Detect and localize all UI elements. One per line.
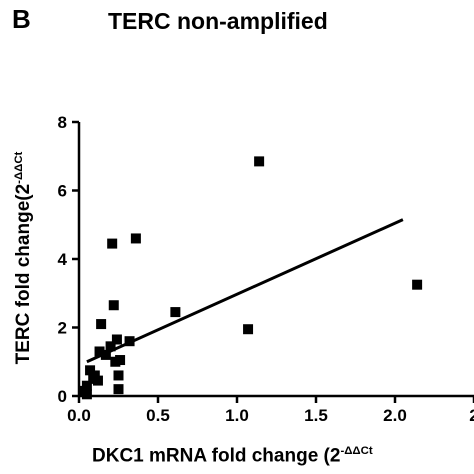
y-axis-label: TERC fold change(2-ΔΔCt	[13, 152, 35, 365]
data-point	[85, 365, 96, 376]
data-point	[254, 156, 265, 167]
data-point	[100, 349, 111, 360]
data-point	[81, 380, 92, 391]
fit-line-group	[86, 218, 404, 364]
x-tick-label: 0.5	[146, 406, 170, 425]
x-axis-label-main: DKC1 mRNA fold change (2	[92, 445, 341, 467]
data-point	[170, 307, 181, 318]
x-tick-label: 1.0	[225, 406, 249, 425]
data-point	[92, 375, 103, 386]
data-point	[107, 238, 118, 249]
y-tick-label: 4	[58, 250, 68, 269]
data-point	[108, 300, 119, 311]
data-point	[124, 336, 135, 347]
y-tick-label: 6	[58, 182, 67, 201]
regression-line	[86, 218, 404, 364]
y-axis-label-main: TERC fold change(2	[13, 183, 35, 365]
y-axis-label-superscript: -ΔΔCt	[12, 151, 25, 184]
data-point	[243, 324, 254, 335]
data-point	[105, 341, 116, 352]
chart-title: TERC non-amplified	[108, 8, 328, 34]
data-point	[111, 334, 122, 345]
x-tick-label: 2	[469, 406, 474, 425]
data-point	[115, 355, 126, 366]
x-tick-label: 1.5	[304, 406, 328, 425]
data-point	[130, 233, 141, 244]
panel-label: B	[12, 4, 31, 34]
data-point	[81, 389, 92, 400]
x-axis-label: DKC1 mRNA fold change (2-ΔΔCt	[92, 445, 373, 467]
data-point	[94, 346, 105, 357]
x-tick-label: 2.0	[383, 406, 407, 425]
y-tick-label: 2	[58, 319, 67, 338]
data-point	[113, 384, 124, 395]
chart-axes: 0 2 4 6 8 0.0 0.5 1.0 1.5 2.0 2	[58, 113, 474, 425]
data-point	[89, 370, 100, 381]
x-axis-label-superscript: -ΔΔCt	[340, 445, 373, 457]
x-tick-label: 0.0	[67, 406, 91, 425]
data-point	[96, 319, 107, 330]
data-point	[412, 279, 423, 290]
data-point	[113, 370, 124, 381]
y-tick-label: 8	[58, 113, 67, 132]
y-tick-label: 0	[58, 387, 67, 406]
data-points	[78, 156, 423, 400]
